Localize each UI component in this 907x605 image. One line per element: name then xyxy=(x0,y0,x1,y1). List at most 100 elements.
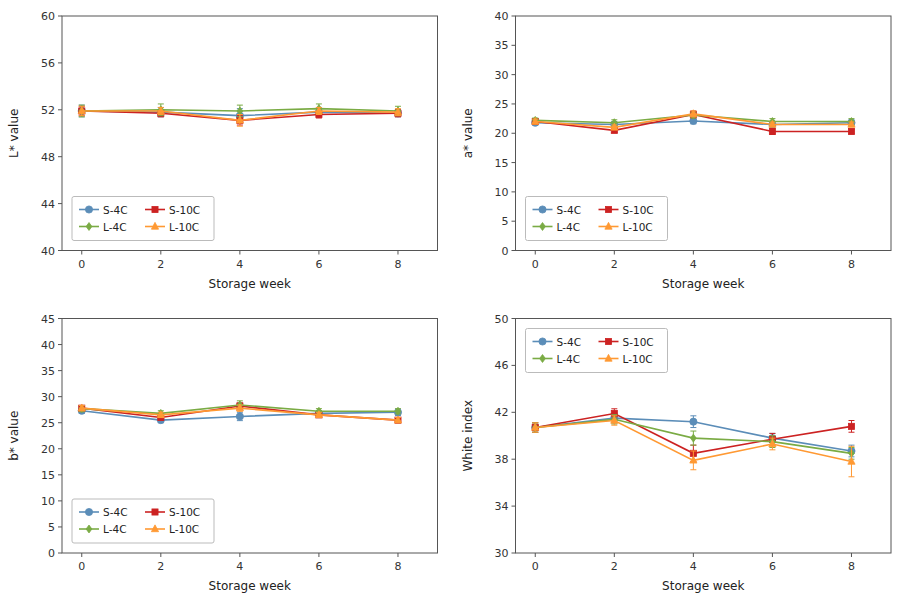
x-tick-label: 8 xyxy=(394,258,401,271)
y-tick-label: 30 xyxy=(495,547,509,560)
error-bar xyxy=(769,438,775,450)
y-tick xyxy=(512,133,516,134)
plot-frame xyxy=(62,16,438,251)
plot-area xyxy=(532,110,855,135)
y-tick xyxy=(58,250,62,251)
y-tick-label: 30 xyxy=(495,69,509,82)
data-point xyxy=(158,409,164,417)
x-tick-label: 0 xyxy=(78,258,85,271)
series xyxy=(79,401,401,417)
data-point xyxy=(690,434,696,442)
y-tick-label: 20 xyxy=(41,443,55,456)
error-bar xyxy=(848,421,854,433)
legend-marker xyxy=(540,223,546,231)
data-point xyxy=(158,106,164,114)
data-point xyxy=(769,121,776,128)
y-tick-label: 52 xyxy=(41,104,55,117)
legend-marker xyxy=(539,338,546,345)
y-tick-label: 40 xyxy=(495,10,509,23)
figure: 40444852566002468Storage weekL* valueS-4… xyxy=(0,0,907,605)
legend-box xyxy=(526,197,668,241)
data-point xyxy=(78,107,85,114)
legend-box xyxy=(72,499,214,543)
data-point xyxy=(611,415,617,423)
legend-box xyxy=(72,197,214,241)
y-tick-label: 35 xyxy=(41,365,55,378)
y-tick xyxy=(58,62,62,63)
data-point xyxy=(78,107,85,114)
y-tick xyxy=(58,109,62,110)
data-point xyxy=(848,423,854,429)
error-bar xyxy=(848,129,854,134)
data-point xyxy=(769,440,776,447)
legend-marker xyxy=(605,222,612,229)
legend-marker xyxy=(151,222,158,229)
error-bar xyxy=(158,107,164,114)
plot-area xyxy=(532,409,855,477)
y-tick xyxy=(58,422,62,423)
data-point xyxy=(611,416,618,423)
x-tick xyxy=(693,251,694,255)
error-bar xyxy=(532,423,538,432)
legend-label: S-4C xyxy=(557,204,581,216)
error-bar xyxy=(848,446,854,476)
error-bar xyxy=(532,423,538,432)
x-tick-label: 0 xyxy=(78,560,85,573)
data-point xyxy=(157,411,164,418)
y-tick-label: 45 xyxy=(41,313,55,326)
data-point xyxy=(79,405,85,413)
x-tick xyxy=(160,251,161,255)
y-tick xyxy=(58,553,62,554)
y-tick-label: 50 xyxy=(495,313,509,326)
data-point xyxy=(769,128,775,134)
legend-label: L-10C xyxy=(169,523,199,535)
error-bar xyxy=(532,423,538,432)
legend-label: L-4C xyxy=(103,523,126,535)
y-tick-label: 10 xyxy=(41,495,55,508)
x-tick xyxy=(239,553,240,557)
plot-frame xyxy=(516,16,892,251)
data-point xyxy=(532,424,539,431)
x-tick-label: 6 xyxy=(769,560,776,573)
y-tick-label: 25 xyxy=(495,98,509,111)
data-point xyxy=(394,416,401,423)
legend-label: L-10C xyxy=(623,353,653,365)
x-tick xyxy=(772,251,773,255)
y-tick xyxy=(58,526,62,527)
y-tick xyxy=(512,318,516,319)
data-point xyxy=(395,107,401,115)
error-bar xyxy=(395,106,401,115)
error-bar xyxy=(690,431,696,445)
y-axis-label: White index xyxy=(461,400,475,472)
error-bar xyxy=(79,106,85,115)
x-tick-label: 2 xyxy=(611,560,618,573)
legend-label: S-10C xyxy=(169,506,200,518)
x-tick xyxy=(772,553,773,557)
legend-label: S-10C xyxy=(169,204,200,216)
data-point xyxy=(848,128,854,134)
error-bar xyxy=(690,416,696,428)
y-tick-label: 5 xyxy=(502,215,509,228)
legend-label: S-4C xyxy=(557,336,581,348)
legend-marker xyxy=(540,355,546,363)
x-tick xyxy=(397,553,398,557)
series xyxy=(79,403,401,423)
x-tick xyxy=(81,251,82,255)
y-axis-label: L* value xyxy=(7,109,21,158)
series-line xyxy=(535,419,851,453)
y-tick xyxy=(58,448,62,449)
legend-marker xyxy=(152,509,158,515)
y-tick-label: 10 xyxy=(495,186,509,199)
y-tick-label: 35 xyxy=(495,39,509,52)
data-point xyxy=(690,456,697,463)
y-tick-label: 42 xyxy=(495,406,509,419)
error-bar xyxy=(611,416,617,425)
x-tick-label: 4 xyxy=(690,560,697,573)
y-tick xyxy=(58,318,62,319)
data-point xyxy=(532,116,538,124)
x-tick xyxy=(851,251,852,255)
y-tick xyxy=(58,344,62,345)
error-bar xyxy=(79,105,85,117)
y-tick xyxy=(58,500,62,501)
panel: 051015202530354002468Storage weeka* valu… xyxy=(461,10,892,291)
